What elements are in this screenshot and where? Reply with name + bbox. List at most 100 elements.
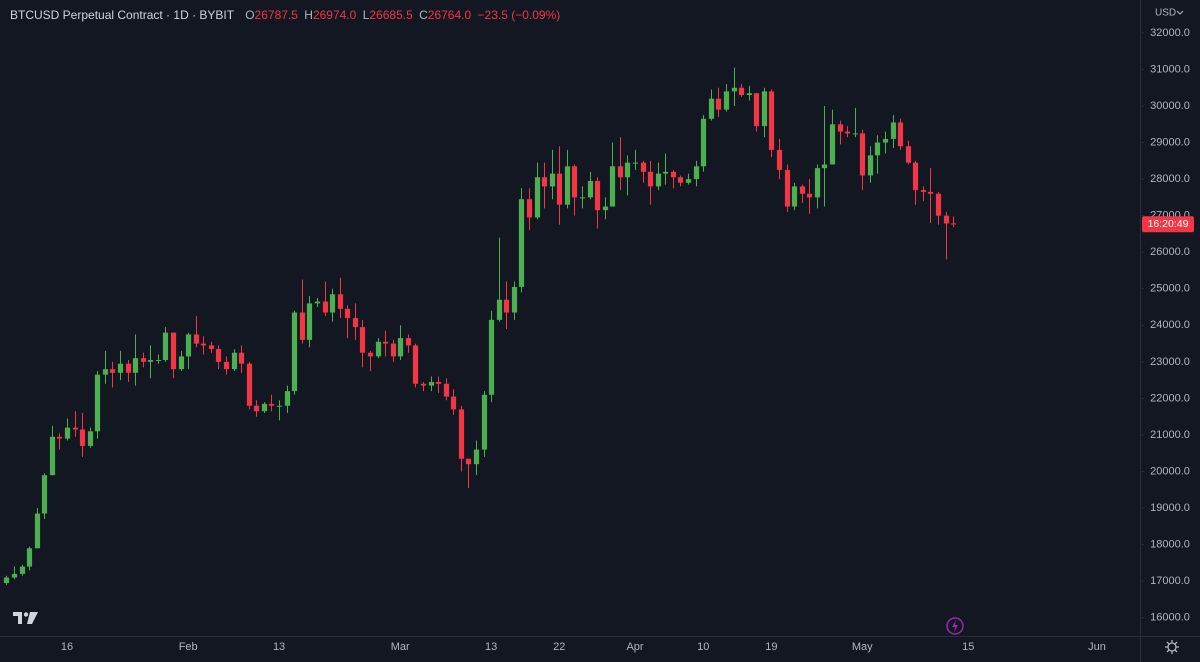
x-tick-label: Feb <box>179 641 198 653</box>
x-tick-label: 13 <box>485 641 497 653</box>
candle-body <box>223 361 230 370</box>
candle-body <box>3 577 10 583</box>
currency-chevron[interactable] <box>1176 10 1184 15</box>
ohlc-label: L <box>363 8 370 22</box>
candle-body <box>943 215 950 224</box>
y-tick-label: 22000.0 <box>1150 392 1190 404</box>
candle-body <box>753 93 760 127</box>
ohlc-label: H <box>304 8 313 22</box>
candle-body <box>109 369 116 373</box>
candle-body <box>72 427 79 430</box>
y-tick-label: 25000.0 <box>1150 283 1190 295</box>
x-tick-label: 15 <box>962 641 974 653</box>
ohlc-label: C <box>419 8 428 22</box>
candle-body <box>322 301 329 313</box>
candle-body <box>473 449 480 465</box>
candle-body <box>132 358 139 373</box>
logo-part <box>13 612 22 624</box>
candle-body <box>215 349 222 362</box>
candle-body <box>837 124 844 132</box>
candle-body <box>19 566 26 574</box>
candle-body <box>541 177 548 187</box>
candle-body <box>708 98 715 119</box>
x-tick-label: Mar <box>391 641 410 653</box>
candle-body <box>481 394 488 450</box>
candle-body <box>609 166 616 207</box>
candle-body <box>34 513 41 549</box>
icon-ring[interactable] <box>946 617 964 635</box>
candle-body <box>905 146 912 163</box>
candle-body <box>564 166 571 205</box>
y-tick-label: 19000.0 <box>1150 502 1190 514</box>
ohlc-value: 26685.5 <box>369 8 413 22</box>
gear-teeth[interactable] <box>1165 640 1179 654</box>
logo-part <box>27 612 38 624</box>
candle-body <box>927 191 934 194</box>
candle-body <box>867 155 874 176</box>
candle-body <box>375 341 382 357</box>
candle-body <box>231 352 238 370</box>
candle-body <box>890 122 897 139</box>
candle-body <box>602 206 609 211</box>
price-tag <box>1142 216 1194 233</box>
candle-body <box>852 133 859 135</box>
candle-body <box>314 301 321 304</box>
x-tick-label: Apr <box>626 641 643 653</box>
change: −23.5 (−0.09%) <box>478 8 561 22</box>
candle-body <box>465 458 472 465</box>
price-tag-countdown: 16:20:49 <box>1148 218 1189 230</box>
candle-body <box>117 363 124 373</box>
candle-body <box>556 173 563 205</box>
ohlc-value: 26764.0 <box>428 8 472 22</box>
logo-part <box>23 612 29 617</box>
x-tick-label: 19 <box>765 641 777 653</box>
candle-body <box>102 369 109 375</box>
candle-body <box>920 190 927 192</box>
candle-body <box>821 164 828 169</box>
candle-body <box>450 396 457 410</box>
y-tick-label: 28000.0 <box>1150 173 1190 185</box>
y-tick-label: 16000.0 <box>1150 612 1190 624</box>
candle-body <box>594 180 601 211</box>
candle-body <box>390 343 397 357</box>
candle-body <box>276 405 283 407</box>
icon-bolt[interactable] <box>952 620 958 632</box>
x-tick-label: May <box>852 641 873 653</box>
currency-button[interactable]: USD <box>1155 8 1176 19</box>
x-tick-label: Jun <box>1088 641 1106 653</box>
candle-body <box>844 131 851 134</box>
candle-body <box>912 162 919 191</box>
candle-body <box>950 223 957 225</box>
candle-body <box>238 352 245 364</box>
candle-body <box>776 149 783 170</box>
candle-body <box>397 338 404 357</box>
candle-body <box>428 381 435 386</box>
candle-body <box>193 334 200 344</box>
candle-body <box>162 332 169 361</box>
candle-body <box>579 197 586 199</box>
candle-body <box>526 199 533 218</box>
candle-body <box>64 427 71 439</box>
candle-body <box>617 166 624 178</box>
candle-body <box>26 548 33 567</box>
candle-body <box>299 312 306 340</box>
candle-body <box>746 93 753 96</box>
candle-body <box>624 162 631 178</box>
y-tick-label: 23000.0 <box>1150 356 1190 368</box>
y-tick-label: 32000.0 <box>1150 27 1190 39</box>
candle-body <box>534 177 541 218</box>
candle-body <box>503 299 510 313</box>
candle-body <box>208 345 215 350</box>
candle-body <box>511 286 518 313</box>
snapshot-button[interactable] <box>946 617 964 635</box>
candle-body <box>87 431 94 446</box>
settings-button[interactable] <box>1165 640 1179 654</box>
candle-body <box>761 91 768 127</box>
candle-body <box>496 299 503 320</box>
y-tick-label: 17000.0 <box>1150 575 1190 587</box>
candle-body <box>768 91 775 150</box>
x-tick-label: 16 <box>61 641 73 653</box>
